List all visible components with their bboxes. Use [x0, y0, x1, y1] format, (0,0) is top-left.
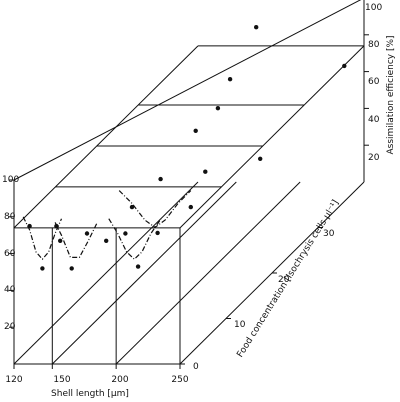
floor-depth-line [51, 181, 237, 365]
data-point [227, 77, 233, 82]
data-point [84, 231, 90, 236]
top-depth-edge [13, 0, 362, 181]
back-y-tick-label: 80 [368, 40, 380, 50]
x-tick-label: 200 [111, 375, 128, 385]
data-point [215, 106, 221, 111]
back-y-tick-label: 40 [368, 115, 380, 125]
data-point [40, 266, 45, 271]
z-tick-labels: 0 10 20 30 [193, 229, 335, 372]
back-y-axis-label: Assimilation efficiency [%] [386, 35, 396, 154]
data-point [58, 238, 63, 243]
z-tick-label: 30 [323, 229, 335, 239]
data-point [158, 176, 163, 182]
z-tick-label: 20 [278, 275, 290, 285]
x-tick-labels: 120 150 200 250 [5, 375, 188, 385]
data-point [104, 238, 109, 243]
front-y-tick-label: 40 [4, 285, 16, 295]
x-tick-label: 120 [5, 375, 22, 385]
left-depth-edge [13, 45, 199, 229]
front-y-tick-label: 80 [4, 212, 16, 222]
fitted-curve [118, 190, 192, 229]
fitted-curve [22, 216, 63, 261]
tick-marks [9, 34, 369, 369]
z-tick-label: 10 [234, 320, 246, 330]
floor-depth-line [115, 181, 301, 365]
back-y-tick-label: 100 [365, 3, 382, 13]
data-point [27, 223, 32, 229]
data-point [188, 204, 193, 210]
back-y-tick-label: 60 [368, 77, 380, 87]
data-point [203, 169, 208, 174]
back-y-tick-label: 20 [368, 153, 380, 163]
fitted-curve [108, 218, 162, 261]
chart-frame [13, 0, 365, 365]
back-y-tick-labels: 20 40 60 80 100 [365, 3, 382, 163]
data-point [155, 230, 160, 236]
x-tick-label: 250 [171, 375, 188, 385]
data-point [129, 204, 135, 210]
fitted-curves [22, 190, 192, 261]
data-point [135, 264, 141, 269]
data-point [254, 25, 259, 30]
z-axis-label: Food concentration [Isochrysis cells µl⁻… [235, 198, 341, 359]
data-point [69, 266, 74, 271]
front-y-tick-label: 60 [4, 249, 16, 259]
front-y-tick-label: 20 [4, 322, 16, 332]
floor-depth-edge [13, 181, 199, 365]
x-axis-label: Shell length [µm] [51, 389, 129, 399]
data-point [342, 63, 347, 69]
fitted-curve [54, 222, 98, 258]
data-point [54, 223, 59, 229]
data-point [258, 156, 263, 161]
right-depth-edge [179, 45, 365, 229]
data-point [123, 231, 128, 236]
data-point [193, 128, 198, 133]
z-tick-label: 0 [193, 362, 199, 372]
data-points [27, 25, 347, 271]
front-y-tick-label: 100 [2, 175, 19, 185]
front-y-tick-labels: 20 40 60 80 100 [2, 175, 19, 332]
x-tick-label: 150 [53, 375, 70, 385]
